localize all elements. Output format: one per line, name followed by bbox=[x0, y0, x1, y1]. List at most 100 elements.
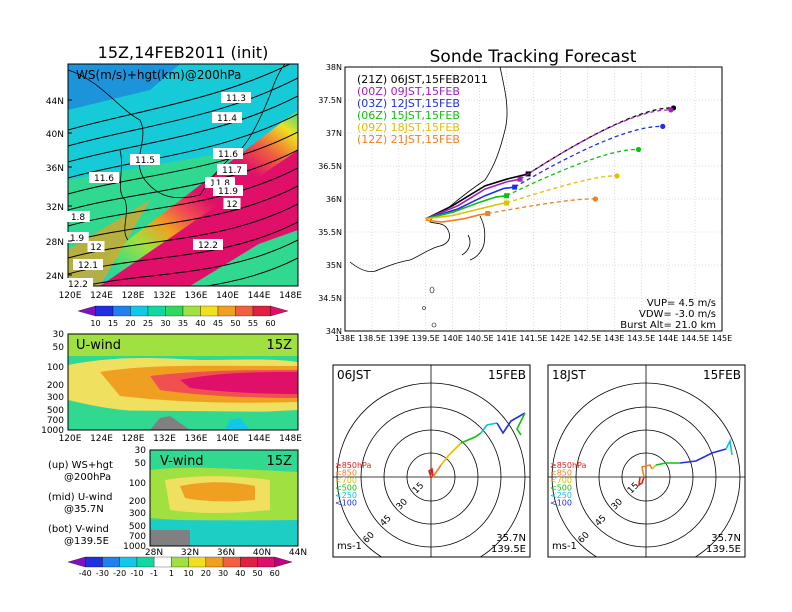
left-title: 15Z,14FEB2011 (init) bbox=[98, 43, 269, 62]
colorbar-tick: -20 bbox=[113, 569, 126, 578]
x-tick: 141E bbox=[496, 334, 516, 343]
hodo-lon: 139.5E bbox=[706, 544, 741, 555]
lon-tick: 140E bbox=[216, 434, 239, 444]
y-tick: 36N bbox=[326, 195, 342, 204]
x-tick: 138E bbox=[335, 334, 355, 343]
colorbar-tick: 60 bbox=[265, 319, 275, 328]
layer-legend: <500 bbox=[550, 484, 572, 493]
hodo-trace bbox=[651, 464, 657, 470]
tracking-map bbox=[345, 67, 722, 331]
lon-tick: 124E bbox=[90, 434, 113, 444]
burst-marker bbox=[517, 176, 523, 182]
p-tick: 100 bbox=[47, 363, 64, 373]
hodo-trace bbox=[496, 412, 526, 435]
lat-tick: 40N bbox=[46, 130, 64, 140]
hodo-time: 06JST bbox=[337, 368, 371, 382]
track-solid bbox=[425, 212, 488, 223]
colorbar-tick: 1 bbox=[169, 569, 174, 578]
layer-legend: <850 bbox=[335, 469, 357, 478]
x-tick: 140E bbox=[443, 334, 463, 343]
x-tick: 139E bbox=[389, 334, 409, 343]
contour-label: 11.9 bbox=[218, 187, 238, 197]
layer-legend: ≥850hPa bbox=[550, 461, 587, 470]
x-tick: 144.5E bbox=[681, 334, 709, 343]
svg-text:(up) WS+hgt: (up) WS+hgt bbox=[48, 460, 113, 471]
colorbar-tick: 30 bbox=[218, 569, 228, 578]
burst-marker bbox=[504, 200, 510, 206]
stat-line: VUP= 4.5 m/s bbox=[647, 298, 716, 309]
contour-label: 12.2 bbox=[68, 280, 88, 290]
colorbar-tick: 50 bbox=[252, 569, 262, 578]
lon-tick: 144E bbox=[248, 434, 271, 444]
colorbar-tick: 10 bbox=[90, 319, 100, 328]
lon-tick: 128E bbox=[122, 434, 145, 444]
colorbar-tick: -1 bbox=[150, 569, 158, 578]
tracking-y-ticks: 34N 34.5N 35N 35.5N 36N 36.5N 37N 37.5N 38N bbox=[318, 63, 342, 336]
legend-entry: (03Z) 12JST,15FEB bbox=[357, 97, 460, 110]
lat-tick: 44N bbox=[289, 548, 307, 558]
layer-legend: <850 bbox=[550, 469, 572, 478]
p-tick: 700 bbox=[129, 532, 146, 542]
svg-text:@139.5E: @139.5E bbox=[64, 536, 109, 547]
hodo-trace bbox=[516, 412, 526, 436]
hodo-trace bbox=[641, 464, 653, 478]
contour-label: 11.8 bbox=[210, 179, 230, 189]
y-tick: 38N bbox=[326, 63, 342, 72]
p-tick: 30 bbox=[135, 446, 147, 456]
track-dashed bbox=[506, 148, 639, 197]
hodo-trace bbox=[432, 464, 442, 478]
lon-tick: 140E bbox=[216, 291, 239, 301]
x-tick: 141.5E bbox=[520, 334, 548, 343]
x-tick: 142E bbox=[550, 334, 570, 343]
lat-tick: 44N bbox=[46, 97, 64, 107]
landing-marker bbox=[668, 107, 674, 113]
lat-tick: 36N bbox=[46, 164, 64, 174]
lon-tick: 128E bbox=[122, 291, 145, 301]
x-tick: 139.5E bbox=[412, 334, 440, 343]
hodo-trace bbox=[440, 442, 462, 466]
p-tick: 50 bbox=[53, 343, 65, 353]
p-tick: 100 bbox=[129, 479, 146, 489]
colorbar-tick: 25 bbox=[143, 319, 153, 328]
svg-text:(bot) V-wind: (bot) V-wind bbox=[48, 524, 109, 535]
lon-tick: 148E bbox=[279, 434, 302, 444]
contour-labels: 11.3 11.4 11.5 11.6 11.6 11.7 11.811.9 12 1.8 1.9… bbox=[63, 92, 251, 290]
right-title: Sonde Tracking Forecast bbox=[430, 47, 637, 67]
lat-tick: 28N bbox=[145, 548, 163, 558]
hodo-trace bbox=[460, 432, 482, 444]
hodo-time: 18JST bbox=[552, 368, 586, 382]
map-lat-ticks: 44N 40N 36N 32N 28N 24N bbox=[46, 97, 72, 282]
u-wind-time: 15Z bbox=[267, 338, 293, 353]
colorbar-tick: 40 bbox=[235, 569, 245, 578]
svg-text:@200hPa: @200hPa bbox=[64, 472, 111, 483]
layer-legend: <250 bbox=[335, 491, 357, 500]
layer-legend: ≥850hPa bbox=[335, 461, 372, 470]
hodo-unit: ms-1 bbox=[337, 541, 362, 552]
stat-line: Burst Alt= 21.0 km bbox=[620, 320, 716, 331]
y-tick: 37N bbox=[326, 129, 342, 138]
p-tick: 1000 bbox=[123, 542, 146, 552]
lat-tick: 32N bbox=[46, 203, 64, 213]
track-solid bbox=[425, 194, 507, 220]
contour-label: 12 bbox=[226, 200, 237, 210]
lon-tick: 120E bbox=[59, 291, 82, 301]
landing-marker bbox=[592, 196, 599, 202]
colorbar-tick: 40 bbox=[195, 319, 205, 328]
hodo-trace bbox=[725, 438, 733, 456]
contour-label: 12.1 bbox=[78, 261, 98, 271]
v-wind-lat-ticks: 28N 32N 36N 40N 44N bbox=[145, 548, 307, 558]
hodo-trace bbox=[428, 467, 434, 478]
hodo-trace bbox=[480, 422, 498, 434]
tracking-legend: (21Z) 06JST,15FEB2011(00Z) 09JST,15FEB(0… bbox=[357, 73, 488, 146]
contour-label: 12 bbox=[90, 243, 101, 253]
colorbar-tick: 20 bbox=[125, 319, 135, 328]
lat-tick: 36N bbox=[217, 548, 235, 558]
contour-label: 1.9 bbox=[70, 234, 85, 244]
p-tick: 700 bbox=[47, 416, 64, 426]
track-dashed bbox=[506, 175, 618, 204]
colorbar-tick: -30 bbox=[96, 569, 109, 578]
colorbar-tick: -10 bbox=[130, 569, 143, 578]
hodo-date: 15FEB bbox=[488, 368, 526, 382]
